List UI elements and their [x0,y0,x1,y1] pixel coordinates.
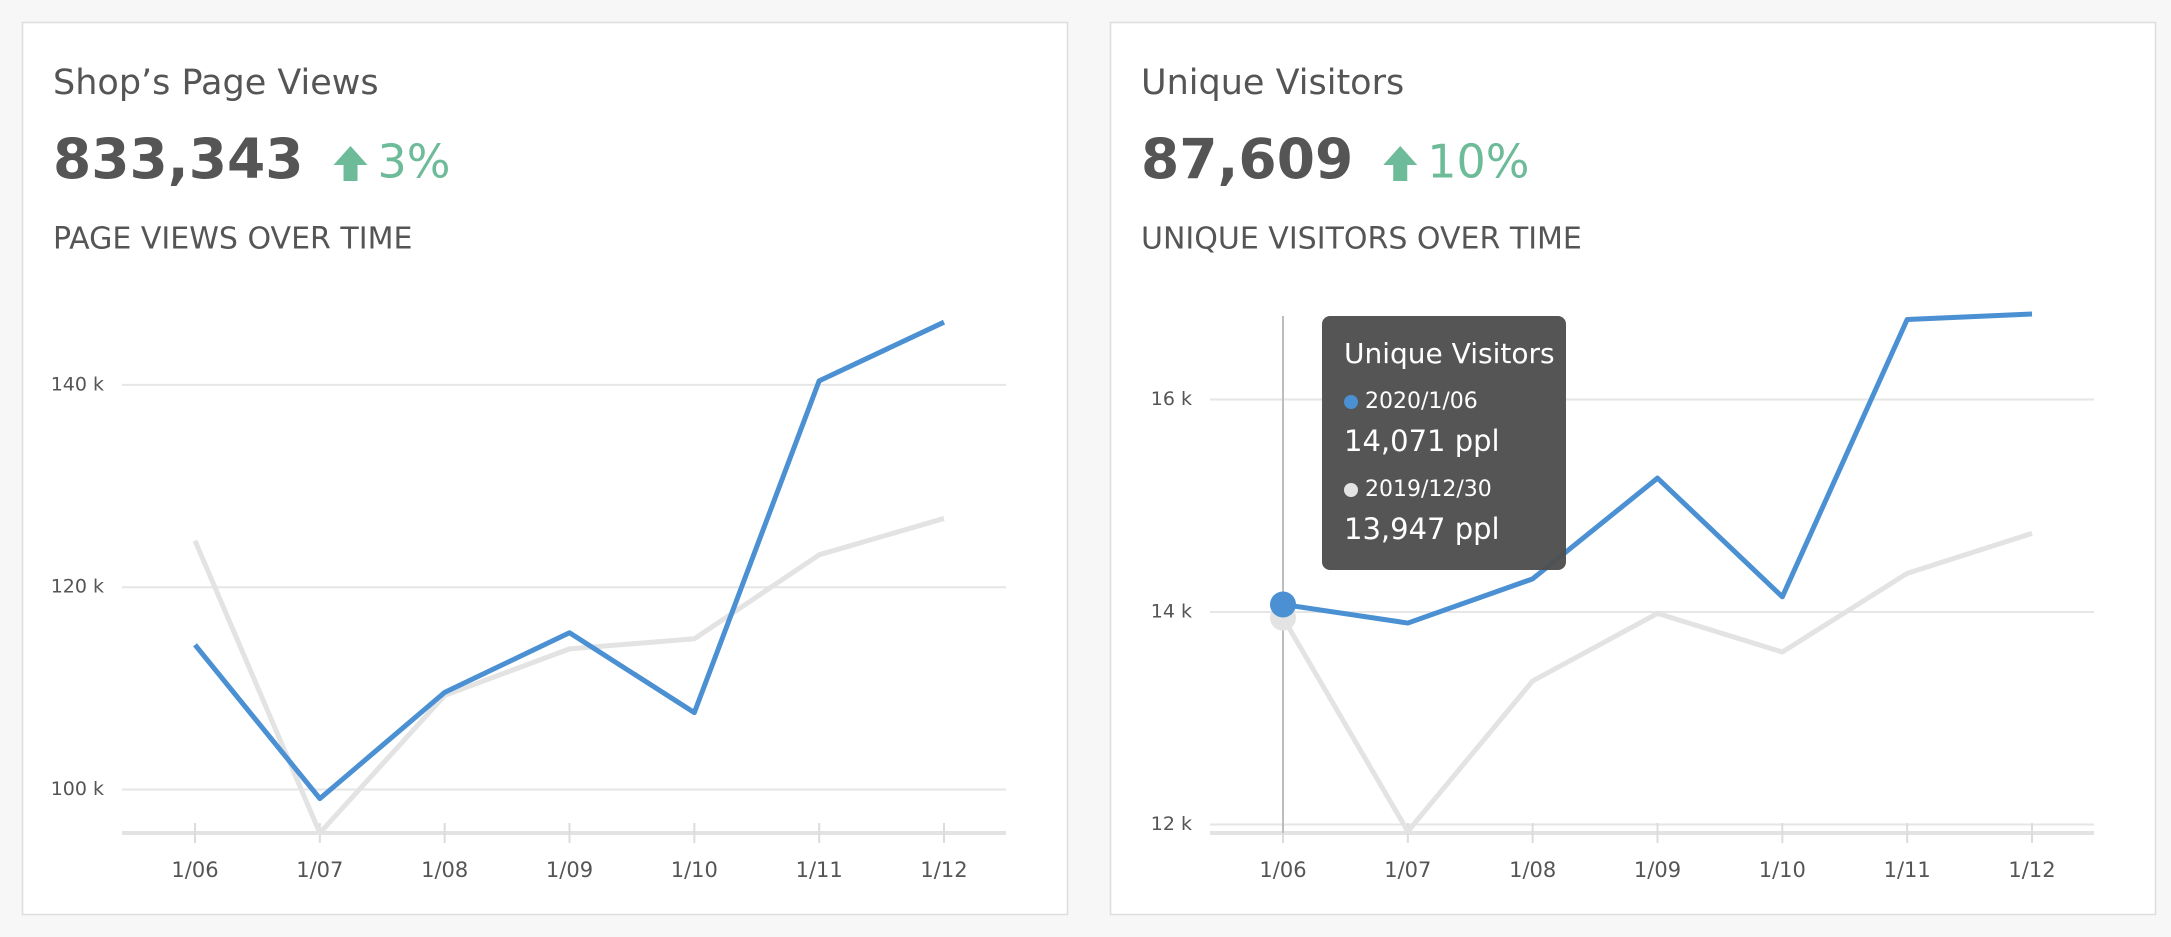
x-tick-label: 1/06 [171,858,218,882]
x-tick-label: 1/07 [1384,858,1431,882]
tooltip-title: Unique Visitors [1344,337,1555,370]
change-value: 3% [378,135,451,189]
x-tick-label: 1/10 [1759,858,1806,882]
card: Shop’s Page Views 833,343 3% PAGE VIEWS OVE… [21,21,1069,916]
up-arrow [333,146,368,181]
y-tick-label: 120 k [51,576,104,598]
x-tick-label: 1/11 [796,858,843,882]
y-tick-label: 12 k [1151,813,1192,835]
change-value: 10% [1427,135,1529,189]
card: Unique Visitors 87,609 10% UNIQUE VISITORS … [1109,21,2157,916]
metric-value: 833,343 [53,127,304,191]
x-tick-label: 1/08 [1509,858,1556,882]
x-tick-label: 1/12 [2008,858,2055,882]
x-tick-label: 1/10 [671,858,718,882]
x-tick-label: 1/09 [546,858,593,882]
tooltip-value: 14,071 ppl [1344,424,1500,458]
chart-subtitle: PAGE VIEWS OVER TIME [53,222,412,257]
x-tick-label: 1/12 [920,858,967,882]
y-tick-label: 14 k [1151,601,1192,623]
series-line [1280,530,2033,834]
x-tick-label: 1/09 [1634,858,1681,882]
hover-point [1270,591,1296,618]
metric-value: 87,609 [1141,127,1353,191]
tooltip-name: 2020/1/06 [1365,389,1478,414]
tooltip [1322,316,1566,570]
series-line [192,516,945,836]
card-bg [21,21,1069,916]
x-tick-label: 1/07 [296,858,343,882]
tooltip-dot [1344,395,1358,409]
x-tick-label: 1/11 [1884,858,1931,882]
y-tick-label: 140 k [51,373,104,395]
series-line [1282,311,2033,626]
x-tick-label: 1/06 [1259,858,1306,882]
series-line [193,319,946,802]
x-tick-label: 1/08 [421,858,468,882]
y-tick-label: 100 k [51,778,104,800]
y-tick-label: 16 k [1151,388,1192,410]
tooltip-value: 13,947 ppl [1344,512,1500,546]
tooltip-dot [1344,483,1358,497]
card-bg [1109,21,2157,916]
chart-subtitle: UNIQUE VISITORS OVER TIME [1141,222,1582,257]
tooltip-name: 2019/12/30 [1365,477,1492,502]
card-title: Shop’s Page Views [53,63,379,103]
card-title: Unique Visitors [1141,63,1404,103]
up-arrow [1383,146,1418,181]
